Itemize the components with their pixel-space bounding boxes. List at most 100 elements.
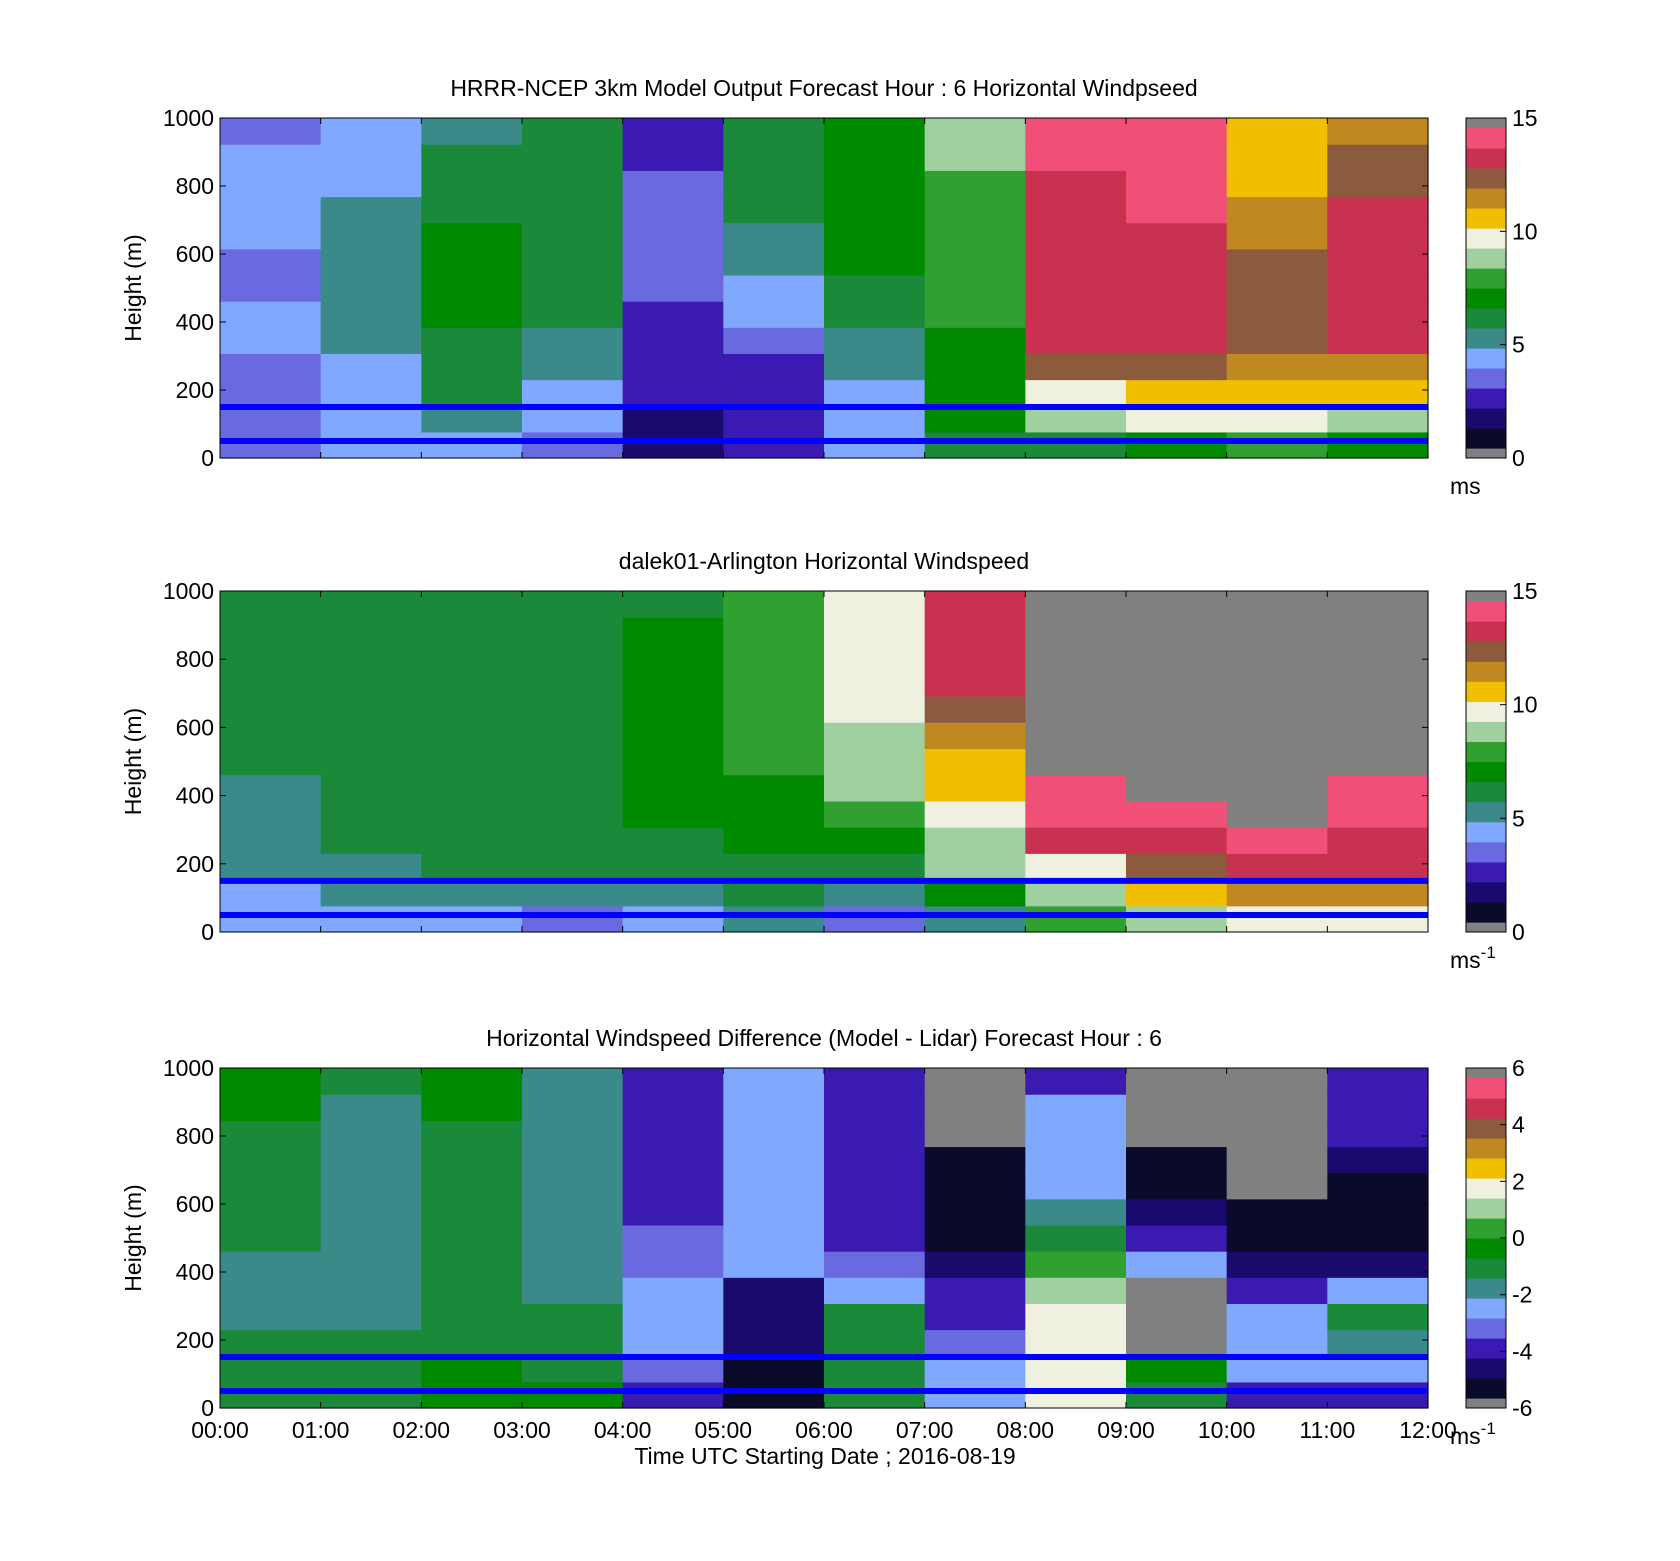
heatmap-cell xyxy=(824,1277,926,1304)
heatmap-cell xyxy=(522,431,624,459)
heatmap-cell xyxy=(522,591,624,618)
colorbar-swatch xyxy=(1466,288,1506,309)
heatmap-cell xyxy=(723,1251,825,1278)
heatmap-cell xyxy=(220,827,322,854)
x-tick-label: 06:00 xyxy=(795,1417,853,1443)
heatmap-cell xyxy=(1025,1094,1127,1121)
heatmap-cell xyxy=(220,274,322,302)
heatmap-cell xyxy=(622,879,724,907)
colorbar-swatch xyxy=(1466,228,1506,249)
x-tick-label: 11:00 xyxy=(1299,1417,1355,1443)
heatmap-cell xyxy=(924,118,1026,145)
heatmap-cell xyxy=(924,695,1026,723)
heatmap-cell xyxy=(824,774,926,802)
heatmap-cell xyxy=(320,1068,422,1095)
colorbar: 0 5 10 15 ms xyxy=(1450,105,1538,499)
heatmap-cell xyxy=(320,379,422,407)
heatmap-cell xyxy=(220,1277,322,1304)
heatmap-cell xyxy=(320,405,422,433)
heatmap-cell xyxy=(1126,695,1228,723)
colorbar-over xyxy=(1466,591,1506,601)
y-tick-label: 200 xyxy=(176,377,214,403)
heatmap-cell xyxy=(1226,591,1328,618)
heatmap-cell xyxy=(421,695,523,723)
heatmap-cell xyxy=(622,1329,724,1357)
y-tick-label: 400 xyxy=(176,783,214,809)
heatmap-cell xyxy=(1226,1146,1328,1174)
colorbar-over xyxy=(1466,118,1506,128)
heatmap-cell xyxy=(622,617,724,645)
heatmap-cell xyxy=(723,1329,825,1357)
colorbar-tick-label: 5 xyxy=(1512,805,1525,831)
heatmap-cell xyxy=(320,1094,422,1121)
heatmap-cell xyxy=(924,353,1026,381)
heatmap-cell xyxy=(522,1381,624,1409)
heatmap-cell xyxy=(824,1094,926,1121)
x-tick-label: 03:00 xyxy=(493,1417,551,1443)
heatmap-cell xyxy=(421,248,523,276)
colorbar-swatch xyxy=(1466,1258,1506,1279)
heatmap-cell xyxy=(1025,301,1127,328)
colorbar-swatch xyxy=(1466,1278,1506,1299)
colorbar-tick-label: -6 xyxy=(1512,1395,1532,1421)
heatmap-cell xyxy=(1226,222,1328,250)
heatmap-cell xyxy=(522,196,624,224)
heatmap-cell xyxy=(1126,1303,1228,1331)
colorbar-swatch xyxy=(1466,1158,1506,1179)
colorbar-frame xyxy=(1465,117,1507,459)
heatmap-cell xyxy=(1025,1251,1127,1278)
heatmap-cell xyxy=(1126,669,1228,697)
heatmap-cell xyxy=(1226,1251,1328,1278)
heatmap-cell xyxy=(1025,248,1127,276)
heatmap-cell xyxy=(924,748,1026,776)
x-axis-label: Time UTC Starting Date ; 2016-08-19 xyxy=(634,1443,1015,1469)
heatmap-cell xyxy=(924,327,1026,354)
heatmap-cell xyxy=(1327,1198,1429,1226)
heatmap-cell xyxy=(1126,827,1228,854)
heatmap-cell xyxy=(320,196,422,224)
heatmap-cell xyxy=(824,222,926,250)
heatmap-cell xyxy=(421,379,523,407)
heatmap-cell xyxy=(622,1094,724,1121)
heatmap-cell xyxy=(622,905,724,933)
heatmap-cell xyxy=(723,905,825,933)
colorbar-tick-label: 15 xyxy=(1512,105,1538,131)
heatmap-cell xyxy=(1226,301,1328,328)
heatmap-cell xyxy=(320,222,422,250)
heatmap-cell xyxy=(220,353,322,381)
heatmap-cell xyxy=(622,827,724,854)
heatmap-cell xyxy=(723,695,825,723)
heatmap-cell xyxy=(622,800,724,828)
heatmap-cell xyxy=(924,722,1026,749)
heatmap-cell xyxy=(1126,1277,1228,1304)
heatmap-cell xyxy=(824,405,926,433)
heatmap-cell xyxy=(824,1146,926,1174)
heatmap-cell xyxy=(220,1094,322,1121)
heatmap-cell xyxy=(1327,222,1429,250)
heatmap-cell xyxy=(220,1120,322,1148)
heatmap-cell xyxy=(320,1198,422,1226)
panel-1: 0 200 400 600 800 1000 HRRR-NCEP 3km Model Out… xyxy=(120,75,1538,499)
heatmap-cell xyxy=(220,1198,322,1226)
heatmap-cell xyxy=(622,405,724,433)
heatmap-cell xyxy=(320,774,422,802)
heatmap-cell xyxy=(622,196,724,224)
heatmap-cell xyxy=(824,379,926,407)
heatmap-cell xyxy=(924,144,1026,171)
heatmap-cell xyxy=(421,353,523,381)
heatmap-cell xyxy=(723,327,825,354)
y-tick-label: 0 xyxy=(201,1395,214,1421)
colorbar-swatch xyxy=(1466,128,1506,149)
heatmap-cell xyxy=(1025,144,1127,171)
y-tick-label: 1000 xyxy=(163,105,214,131)
heatmap-cell xyxy=(421,1172,523,1200)
heatmap-cell xyxy=(924,379,1026,407)
heatmap-cell xyxy=(1327,853,1429,881)
heatmap-cell xyxy=(320,617,422,645)
heatmap-cell xyxy=(824,669,926,697)
heatmap-cell xyxy=(421,222,523,250)
heatmap-cell xyxy=(622,327,724,354)
heatmap-cell xyxy=(924,1068,1026,1095)
heatmap-cell xyxy=(320,695,422,723)
y-tick-label: 200 xyxy=(176,1327,214,1353)
